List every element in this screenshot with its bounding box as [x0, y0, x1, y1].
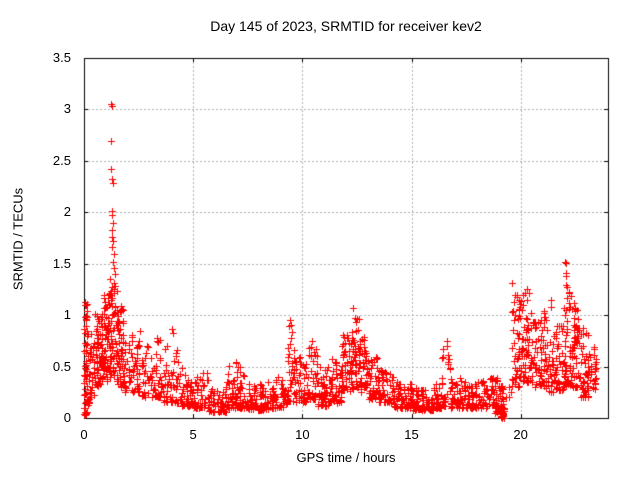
y-tick-label: 2.5: [52, 152, 71, 168]
chart-title: Day 145 of 2023, SRMTID for receiver kev…: [210, 18, 482, 34]
x-tick-label: 20: [513, 427, 528, 442]
x-axis-label: GPS time / hours: [296, 450, 396, 465]
y-tick-label: 1: [63, 307, 71, 323]
y-tick-label: 3: [63, 101, 71, 117]
y-axis-label: SRMTID / TECUs: [10, 187, 26, 291]
x-tick-label: 10: [295, 427, 310, 442]
y-tick-label: 0: [63, 410, 71, 425]
y-tick-label: 2: [63, 204, 71, 220]
x-tick-label: 5: [189, 427, 197, 442]
y-tick-label: 0.5: [52, 358, 71, 374]
x-tick-label: 0: [80, 427, 88, 442]
y-tick-label: 3.5: [52, 50, 71, 65]
y-tick-label: 1.5: [52, 255, 71, 271]
x-tick-label: 15: [404, 427, 419, 442]
